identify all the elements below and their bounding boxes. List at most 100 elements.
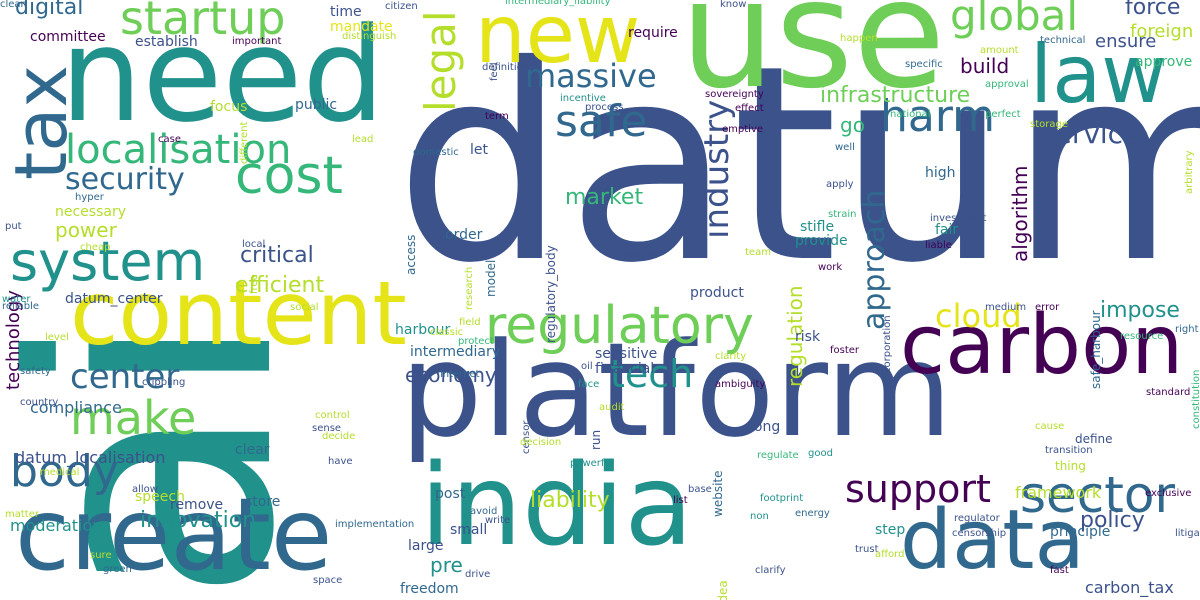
word-term: term	[485, 111, 509, 122]
word-list: list	[673, 495, 688, 506]
word-approve: approve	[1135, 54, 1193, 70]
word-innovation: innovation	[140, 508, 257, 533]
word-small: small	[450, 522, 488, 538]
word-impose: impose	[1100, 298, 1180, 323]
word-perfect: perfect	[985, 109, 1021, 120]
word-handle: handle	[620, 249, 655, 260]
word-regulator: regulator	[954, 513, 1000, 524]
word-cheap: cheap	[80, 242, 111, 253]
word-foreign: foreign	[1130, 21, 1194, 42]
word-effect: effect	[735, 103, 764, 114]
word-important: important	[232, 36, 282, 47]
word-let: let	[470, 142, 488, 158]
word-protect: protect	[458, 336, 494, 347]
word-internet: internet	[440, 369, 480, 380]
word-cause: cause	[1035, 421, 1065, 432]
word-free: free	[249, 274, 260, 294]
word-clarify: clarify	[755, 565, 786, 576]
word-remove: remove	[170, 497, 224, 513]
word-body: body	[10, 446, 119, 497]
word-ambiguity: ambiguity	[715, 379, 766, 390]
word-transition: transition	[1045, 445, 1093, 456]
word-post: post	[435, 486, 466, 502]
word-critical: critical	[240, 243, 314, 268]
word-power: power	[55, 218, 117, 242]
word-base: base	[688, 484, 712, 495]
word-risk: risk	[795, 329, 821, 345]
word-green: green	[103, 564, 132, 575]
word-approval: approval	[985, 79, 1029, 90]
word-localisation: localisation	[65, 127, 292, 173]
word-medium: medium	[985, 302, 1027, 313]
word-oil: oil	[581, 361, 593, 372]
word-investment: investment	[930, 213, 987, 224]
word-run: run	[589, 430, 603, 451]
word-clean: clean	[0, 0, 27, 10]
word-allow: allow	[132, 484, 158, 495]
word-moderation: moderation	[10, 516, 103, 535]
word-legal: legal	[416, 10, 465, 112]
word-hyper: hyper	[75, 192, 104, 203]
word-country: country	[20, 397, 59, 408]
word-emptive: emptive	[722, 124, 764, 135]
word-amount: amount	[980, 45, 1019, 56]
word-social: social	[290, 302, 319, 313]
word-india: india	[420, 441, 693, 571]
word-local: local	[242, 239, 266, 250]
word-global: global	[950, 0, 1079, 40]
word-strain: strain	[828, 209, 857, 220]
word-use: use	[680, 0, 946, 122]
word-ensure: ensure	[1095, 31, 1157, 52]
word-process: process	[585, 102, 624, 113]
word-footprint: footprint	[760, 493, 804, 504]
word-market: market	[565, 185, 644, 210]
word-water: water	[2, 294, 31, 305]
word-put: put	[5, 221, 22, 232]
word-fast: fast	[1050, 565, 1069, 576]
word-field: field	[459, 317, 481, 328]
word-level: level	[45, 332, 69, 343]
word-system: system	[10, 230, 206, 293]
word-resource: resource	[1120, 331, 1164, 342]
word-incentive: incentive	[560, 93, 606, 104]
word-good: good	[808, 448, 833, 459]
word-center: center	[70, 357, 180, 397]
word-definition: definition	[482, 62, 530, 73]
word-mandate: mandate	[330, 19, 393, 35]
word-build: build	[960, 54, 1010, 78]
word-reliable: reliable	[2, 301, 40, 312]
word-clarity: clarity	[715, 351, 747, 362]
word-safety: safety	[20, 366, 51, 377]
word-afford: afford	[875, 549, 905, 560]
word-research: research	[464, 267, 475, 311]
word-error: error	[1035, 302, 1060, 313]
word-implementation: implementation	[335, 519, 415, 530]
word-need: need	[60, 0, 385, 151]
word-order: order	[445, 227, 483, 243]
word-infrastructure: infrastructure	[820, 83, 971, 108]
word-financial: financial	[595, 361, 655, 377]
word-speech: speech	[135, 489, 185, 505]
word-long: long	[750, 419, 781, 435]
word-apply: apply	[826, 179, 854, 190]
word-require: require	[628, 25, 678, 41]
word-exclusive: exclusive	[1145, 488, 1192, 499]
word-datum: datum	[395, 7, 1200, 322]
word-approach: approach	[857, 190, 892, 331]
word-case: case	[158, 134, 181, 145]
word-focus: focus	[210, 99, 248, 115]
word-arbitrary: arbitrary	[1184, 150, 1195, 194]
word-avoid: avoid	[470, 506, 498, 517]
word-step: step	[875, 522, 906, 538]
word-principle: principle	[1050, 524, 1111, 540]
word-cloud: cloud	[935, 297, 1022, 335]
word-stifle: stifle	[800, 219, 835, 235]
word-have: have	[328, 456, 353, 467]
word-decision: decision	[520, 437, 562, 448]
word-sense: sense	[312, 423, 342, 434]
word-website: website	[711, 470, 725, 517]
word-trust: trust	[855, 544, 879, 555]
word-framework: framework	[1015, 483, 1102, 502]
word-go: go	[840, 113, 865, 137]
